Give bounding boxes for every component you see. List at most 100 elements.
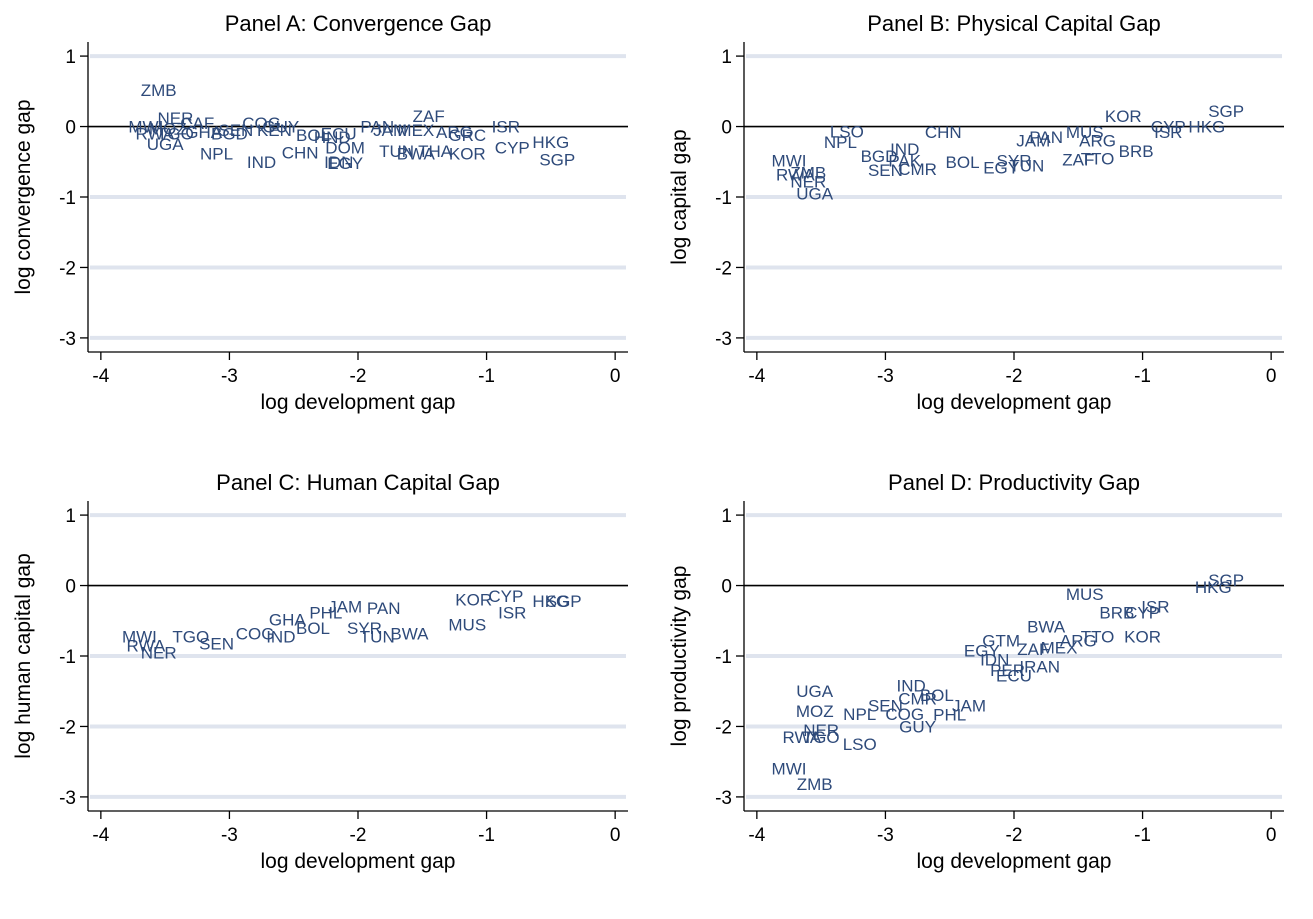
y-tick-label: 1 — [721, 506, 732, 527]
data-point-label: IRAN — [1019, 658, 1060, 677]
y-tick-label: -3 — [59, 329, 76, 350]
data-point-label: CYP — [495, 139, 530, 158]
chart-svg: 1 0 -1 -2 -3 -4 -3 -2 -1 0 Panel B: Physical Capit… — [668, 11, 1284, 414]
data-point-label: HKG — [1188, 118, 1225, 137]
y-tick-label: -3 — [715, 788, 732, 809]
x-tick-label: -2 — [1006, 825, 1023, 846]
data-point-label: MOZ — [149, 120, 187, 139]
x-tick-label: -4 — [92, 825, 109, 846]
data-point-label: UGA — [796, 184, 834, 203]
data-point-label: COG — [236, 624, 275, 643]
data-point-label: CYP — [1151, 118, 1186, 137]
data-point-label: BOL — [296, 619, 330, 638]
data-point-label: PHL — [933, 705, 966, 724]
data-point-label: NER — [157, 109, 193, 128]
data-point-label: MOZ — [796, 702, 834, 721]
y-axis-label: log convergence gap — [12, 100, 35, 295]
panel-c: 1 0 -1 -2 -3 -4 -3 -2 -1 0 Panel C: Human Capital … — [0, 459, 656, 918]
x-tick-label: -1 — [478, 366, 495, 387]
x-tick-label: -2 — [1006, 366, 1023, 387]
chart-svg: 1 0 -1 -2 -3 -4 -3 -2 -1 0 Panel C: Human Capital … — [12, 470, 628, 873]
data-point-label: IND — [890, 140, 919, 159]
data-point-label: GTM — [982, 632, 1020, 651]
data-point-label: ISR — [1141, 598, 1169, 617]
data-point-label: ZMB — [797, 775, 833, 794]
data-point-label: ECU — [996, 667, 1032, 686]
data-point-label: SGP — [1208, 571, 1244, 590]
data-point-label: NER — [803, 721, 839, 740]
x-tick-label: -3 — [877, 366, 894, 387]
y-tick-label: -2 — [715, 258, 732, 279]
x-tick-label: 0 — [1266, 825, 1277, 846]
chart-svg: 1 0 -1 -2 -3 -4 -3 -2 -1 0 Panel A: Convergence Ga… — [12, 11, 628, 414]
data-point-label: HND — [314, 128, 351, 147]
data-point-label: ECU — [321, 125, 357, 144]
data-point-label: EGY — [964, 641, 1000, 660]
x-tick-label: -3 — [877, 825, 894, 846]
data-point-label: BOL — [920, 686, 954, 705]
data-point-label: BGD — [211, 125, 248, 144]
data-point-label: GUY — [262, 118, 299, 137]
data-point-label: HKG — [532, 133, 569, 152]
data-point-label: RWA — [126, 636, 165, 655]
x-tick-label: -2 — [350, 825, 367, 846]
y-tick-label: -1 — [59, 647, 76, 668]
data-point-label: GHA — [269, 610, 307, 629]
y-tick-label: -1 — [715, 188, 732, 209]
data-point-label: IDN — [324, 153, 353, 172]
data-point-label: MEX — [397, 121, 434, 140]
data-point-label: KOR — [449, 144, 486, 163]
data-point-label: CYP — [488, 587, 523, 606]
data-point-label: KOR — [455, 591, 492, 610]
y-tick-label: -2 — [59, 717, 76, 738]
data-point-label: BOL — [296, 126, 330, 145]
x-tick-label: -1 — [1134, 366, 1151, 387]
data-point-label: SEN — [868, 161, 903, 180]
y-axis-label: log productivity gap — [668, 566, 691, 747]
panel-d: 1 0 -1 -2 -3 -4 -3 -2 -1 0 Panel D: Productivity G… — [656, 459, 1312, 918]
data-point-label: CHN — [282, 144, 319, 163]
data-point-label: LSO — [830, 122, 864, 141]
y-tick-label: 1 — [65, 506, 76, 527]
data-point-label: NER — [790, 173, 826, 192]
data-point-label: ZMB — [141, 81, 177, 100]
data-point-label: JAM — [1016, 132, 1050, 151]
data-point-label: KOR — [1124, 627, 1161, 646]
x-tick-label: -1 — [478, 825, 495, 846]
data-point-label: MWI — [772, 760, 807, 779]
data-point-label: SYR — [997, 151, 1032, 170]
x-axis-label: log development gap — [917, 850, 1112, 873]
y-axis-label: log human capital gap — [12, 553, 35, 758]
panel-title: Panel C: Human Capital Gap — [216, 470, 500, 495]
data-point-label: MWI — [128, 118, 163, 137]
data-point-label: PER — [990, 661, 1025, 680]
data-point-label: SGP — [546, 592, 582, 611]
y-tick-label: -3 — [59, 788, 76, 809]
data-point-label: ZAF — [1017, 640, 1049, 659]
panel-title: Panel B: Physical Capital Gap — [867, 11, 1161, 36]
data-point-label: PAK — [888, 151, 921, 170]
data-point-label: CMR — [898, 160, 937, 179]
data-point-label: JAM — [373, 121, 407, 140]
data-point-label: IND — [897, 677, 926, 696]
data-point-label: PHL — [309, 603, 342, 622]
x-tick-label: -4 — [92, 366, 109, 387]
data-point-label: JAM — [328, 598, 362, 617]
data-point-label: EGY — [327, 154, 363, 173]
data-point-label: BOL — [946, 153, 980, 172]
data-point-label: CHN — [925, 123, 962, 142]
y-tick-label: 0 — [65, 118, 76, 139]
data-point-label: CMR — [898, 689, 937, 708]
x-tick-label: -3 — [221, 825, 238, 846]
data-point-label: SEN — [218, 121, 253, 140]
x-tick-label: 0 — [1266, 366, 1277, 387]
data-point-label: TTO — [1081, 627, 1115, 646]
data-point-label: SGP — [1208, 102, 1244, 121]
data-point-label: MEX — [1041, 639, 1078, 658]
x-tick-label: -3 — [221, 366, 238, 387]
data-point-label: ZAF — [1062, 151, 1094, 170]
data-point-label: MWI — [772, 151, 807, 170]
data-point-label: ZAF — [413, 107, 445, 126]
data-point-label: PAN — [367, 599, 401, 618]
data-point-label: TGO — [157, 125, 194, 144]
